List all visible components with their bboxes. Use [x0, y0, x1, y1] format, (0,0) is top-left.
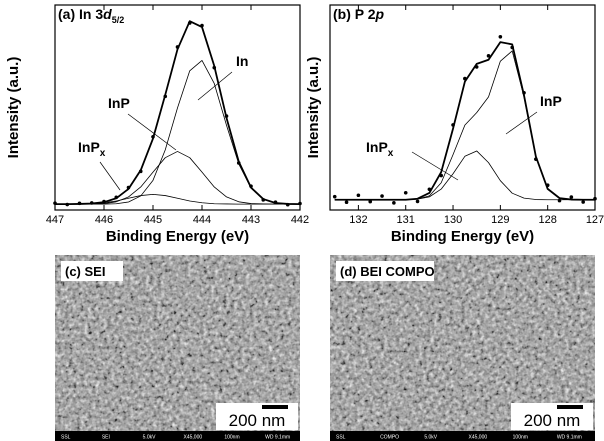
leader-line	[127, 113, 177, 151]
fit-envelope	[55, 20, 301, 206]
data-point	[569, 195, 574, 199]
title-part: 5/2	[112, 15, 125, 25]
peak-label: InP	[540, 93, 562, 109]
info-bar-text: SSL	[61, 435, 71, 441]
x-tick-label: 132	[349, 214, 367, 226]
leader-line	[197, 71, 233, 101]
fit-component	[334, 50, 595, 201]
plot-frame	[329, 4, 596, 211]
info-bar-text: 100nm	[224, 435, 239, 441]
x-tick-label: 446	[95, 214, 113, 226]
fit-envelope	[334, 41, 595, 201]
x-tick-label: 444	[193, 214, 211, 226]
title-part: (b) P 2	[333, 6, 376, 22]
fit-component	[55, 60, 301, 205]
y-axis-label: Intensity (a.u.)	[305, 57, 322, 159]
image-label: (d) BEI COMPO	[340, 264, 435, 279]
peak-label-sub: x	[100, 148, 106, 159]
x-tick-label: 130	[444, 214, 462, 226]
data-point	[498, 34, 503, 39]
peak-label-text: In	[236, 53, 248, 69]
scale-bar	[262, 405, 288, 409]
scale-bar	[557, 405, 583, 409]
x-tick-label: 442	[291, 214, 309, 226]
info-bar-text: COMPO	[380, 435, 399, 441]
label-box	[336, 261, 434, 281]
scale-text: 200 nm	[524, 411, 581, 430]
data-point	[356, 193, 361, 198]
data-point	[486, 54, 491, 58]
x-tick-label: 447	[46, 214, 64, 226]
info-bar-text: 5.0kV	[424, 435, 437, 441]
panel-title: (b) P 2p	[333, 6, 385, 22]
info-bar	[55, 431, 300, 441]
peak-label: InPx	[78, 139, 106, 159]
data-point	[344, 200, 349, 205]
fit-component	[55, 151, 300, 205]
x-tick-label: 131	[397, 214, 415, 226]
peak-label-text: InP	[108, 95, 130, 111]
fit-component	[55, 193, 300, 205]
leader-line	[411, 151, 459, 181]
x-axis-label: Binding Energy (eV)	[391, 228, 534, 245]
data-point	[581, 200, 585, 204]
title-part: p	[375, 6, 385, 22]
peak-label: InP	[108, 95, 130, 111]
panel-title: (a) In 3d5/2	[58, 6, 124, 25]
leader-line	[99, 161, 121, 191]
title-part: d	[103, 6, 112, 22]
info-bar-text: WD 9.1mm	[557, 435, 582, 441]
plot-frame	[54, 4, 301, 211]
fit-component	[334, 150, 595, 201]
info-bar-text: SSL	[336, 435, 346, 441]
x-tick-label: 127	[586, 214, 604, 226]
x-tick-label: 445	[144, 214, 162, 226]
peak-label-sub: x	[388, 148, 394, 159]
peak-label-text: InP	[78, 139, 100, 155]
peak-label: In	[236, 53, 248, 69]
data-point	[557, 198, 562, 203]
data-point	[332, 194, 337, 199]
data-point	[403, 190, 408, 195]
peak-label: InPx	[366, 139, 394, 159]
info-bar-text: SEI	[102, 435, 110, 441]
scale-text: 200 nm	[229, 411, 286, 430]
peak-label-text: InP	[540, 93, 562, 109]
x-tick-label: 129	[491, 214, 509, 226]
label-box	[61, 261, 123, 281]
leader-line	[505, 111, 538, 135]
x-axis-label: Binding Energy (eV)	[106, 228, 249, 245]
info-bar-text: X45,000	[184, 435, 203, 441]
info-bar-text: X45,000	[469, 435, 488, 441]
x-tick-label: 128	[538, 214, 556, 226]
info-bar-text: 5.0kV	[143, 435, 156, 441]
data-point	[368, 199, 373, 204]
y-axis-label: Intensity (a.u.)	[5, 57, 22, 159]
data-point	[415, 199, 420, 204]
data-point	[392, 201, 396, 205]
title-part: (a) In 3	[58, 6, 103, 22]
x-tick-label: 443	[242, 214, 260, 226]
info-bar	[330, 431, 595, 441]
peak-label-text: InP	[366, 139, 388, 155]
info-bar-text: 100nm	[513, 435, 528, 441]
data-point	[380, 194, 384, 198]
image-label: (c) SEI	[65, 264, 105, 279]
info-bar-text: WD 9.1mm	[265, 435, 290, 441]
